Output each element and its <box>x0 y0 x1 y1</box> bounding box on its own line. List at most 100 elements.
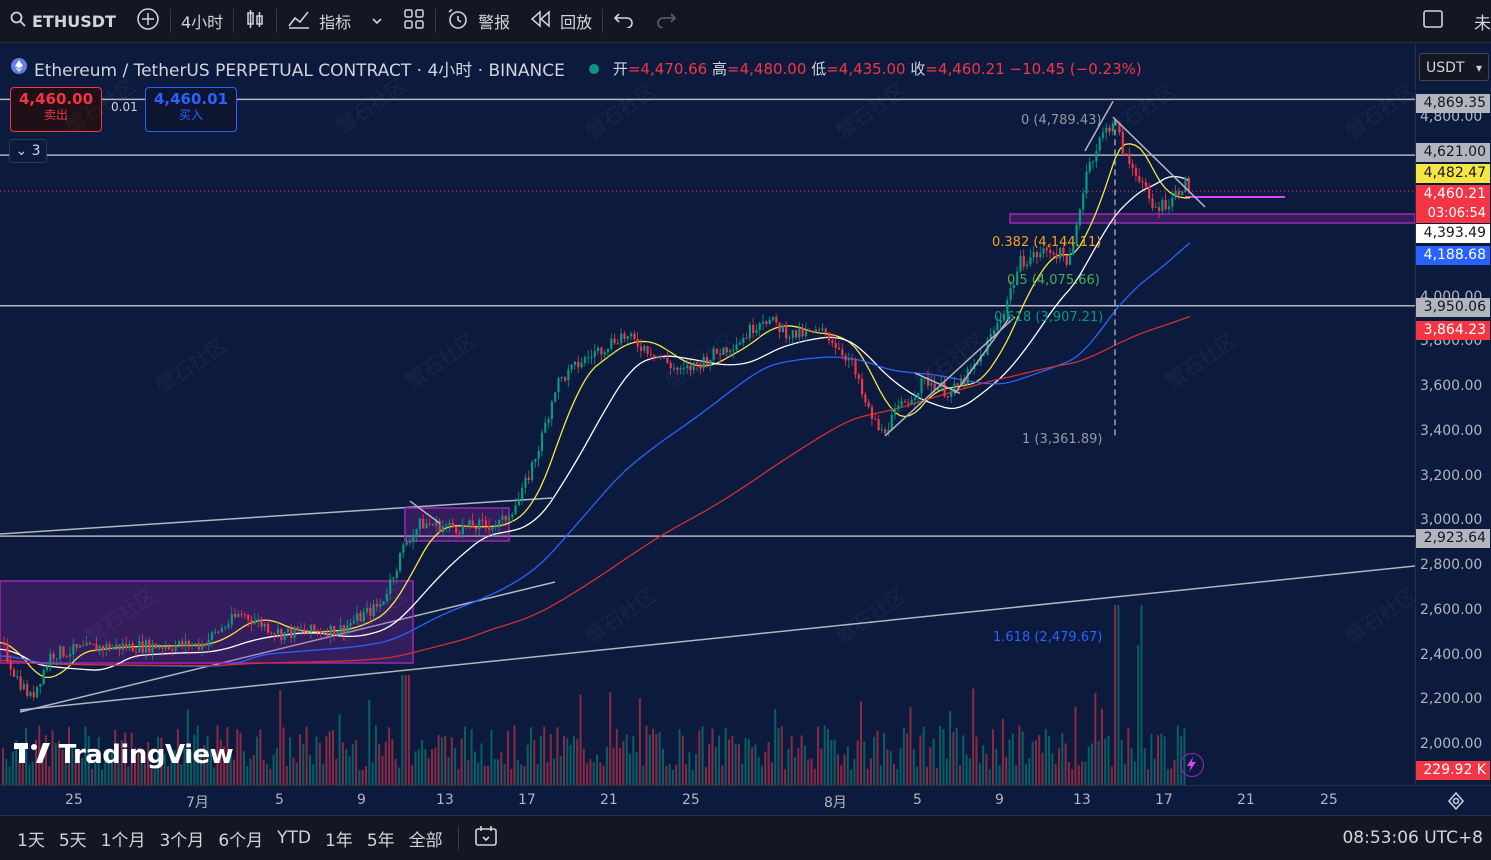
candle-body <box>207 639 210 647</box>
chart-type-button[interactable] <box>234 0 276 42</box>
volume-bar <box>44 735 47 785</box>
volume-bar <box>312 764 315 785</box>
volume-bar <box>774 708 777 785</box>
volume-bar <box>1147 769 1150 785</box>
range-5d[interactable]: 5天 <box>58 830 87 851</box>
volume-bar <box>526 744 529 785</box>
indicators-button[interactable]: 指标 <box>277 0 361 42</box>
open-label: 开 <box>612 60 628 78</box>
symbol-search[interactable]: ETHUSDT <box>0 0 126 42</box>
candle-body <box>1052 252 1055 254</box>
volume-bar <box>926 766 928 785</box>
volume-bar <box>345 749 348 785</box>
fullscreen-button[interactable] <box>1412 0 1454 42</box>
chart-canvas[interactable] <box>0 43 1415 785</box>
volume-bar <box>675 764 678 785</box>
volume-bar <box>249 758 252 785</box>
candle-body <box>1059 247 1062 259</box>
indicators-label: 指标 <box>319 13 352 32</box>
candle-body <box>300 629 303 631</box>
redo-button[interactable] <box>645 0 687 42</box>
candle-body <box>1029 257 1032 265</box>
candle-body <box>1022 256 1025 267</box>
date-range-button[interactable] <box>467 825 505 852</box>
volume-bar <box>559 755 562 785</box>
volume-bar <box>992 729 994 785</box>
volume-bar <box>1176 725 1179 785</box>
candle-body <box>828 332 831 341</box>
range-all[interactable]: 全部 <box>408 830 443 851</box>
volume-bar <box>622 741 625 785</box>
volume-bar <box>378 744 381 785</box>
candle-body <box>494 525 497 528</box>
candle-body <box>814 329 817 333</box>
candle-body <box>422 518 425 529</box>
candle-body <box>465 524 468 527</box>
volume-bar <box>906 733 909 785</box>
volume-bar <box>431 749 433 785</box>
buy-button[interactable]: 4,460.01 买入 <box>145 87 237 132</box>
settings-icon[interactable] <box>1446 791 1466 815</box>
clock-display[interactable]: 08:53:06 UTC+8 <box>1342 828 1483 848</box>
volume-bar <box>873 736 876 785</box>
volume-bar <box>1048 735 1051 785</box>
sell-button[interactable]: 4,460.00 卖出 <box>10 87 102 132</box>
candle-body <box>1138 175 1141 182</box>
volume-bar <box>110 748 113 785</box>
candle-body <box>824 328 827 333</box>
volume-bar <box>101 769 103 785</box>
level-label-3950: 3,950.06 <box>1416 298 1490 317</box>
candle-body <box>1167 206 1171 210</box>
legend-title: Ethereum / TetherUS PERPETUAL CONTRACT ·… <box>34 61 565 81</box>
interval-button[interactable]: 4小时 <box>180 13 224 32</box>
level-label-2923: 2,923.64 <box>1416 529 1490 548</box>
range-ytd[interactable]: YTD <box>277 828 311 848</box>
volume-bar <box>734 743 737 785</box>
candle-body <box>735 344 738 350</box>
volume-bar <box>695 753 697 785</box>
candle-body <box>537 451 540 459</box>
range-1m[interactable]: 1个月 <box>100 830 146 851</box>
range-3m[interactable]: 3个月 <box>159 830 205 851</box>
range-6m[interactable]: 6个月 <box>218 830 264 851</box>
candle-body <box>613 338 616 344</box>
alert-button[interactable]: 警报 <box>436 0 520 42</box>
currency-select[interactable]: USDT ▾ <box>1419 53 1489 81</box>
low-value: =4,435.00 <box>826 60 906 78</box>
indicators-icon <box>287 8 311 34</box>
volume-bar <box>358 769 361 785</box>
time-axis[interactable]: 25 7月 5 9 13 17 21 25 8月 5 9 13 17 21 25 <box>0 785 1491 816</box>
volume-bar <box>338 714 341 785</box>
indicators-dropdown[interactable] <box>361 0 393 42</box>
candle-body <box>115 644 118 647</box>
candle-body <box>778 322 781 332</box>
layouts-button[interactable] <box>393 0 435 42</box>
volume-bar <box>117 763 120 785</box>
wedge-line <box>884 316 1016 437</box>
candle-body <box>72 644 75 655</box>
candle-body <box>12 669 16 677</box>
volume-bar <box>127 766 130 785</box>
volume-bar <box>1054 763 1057 785</box>
volume-bar <box>1071 769 1074 785</box>
volume-bar <box>724 728 727 785</box>
volume-bar <box>434 747 437 785</box>
candle-body <box>161 647 164 649</box>
volume-bar <box>645 725 648 785</box>
undo-button[interactable] <box>603 0 645 42</box>
volume-bar <box>576 739 579 785</box>
volume-bar <box>193 734 196 785</box>
volume-bar <box>757 756 760 785</box>
flash-icon[interactable] <box>1180 753 1204 777</box>
range-1y[interactable]: 1年 <box>325 830 353 851</box>
candle-body <box>894 408 897 415</box>
candle-body <box>158 647 161 649</box>
range-5y[interactable]: 5年 <box>366 830 395 851</box>
range-1d[interactable]: 1天 <box>17 830 45 851</box>
compare-button[interactable] <box>126 0 170 42</box>
price-tick: 3,200.00 <box>1420 468 1483 484</box>
volume-bar <box>909 707 912 785</box>
replay-button[interactable]: 回放 <box>520 0 602 42</box>
volume-bar <box>285 766 288 785</box>
collapse-indicators-button[interactable]: ⌄ 3 <box>9 139 47 163</box>
